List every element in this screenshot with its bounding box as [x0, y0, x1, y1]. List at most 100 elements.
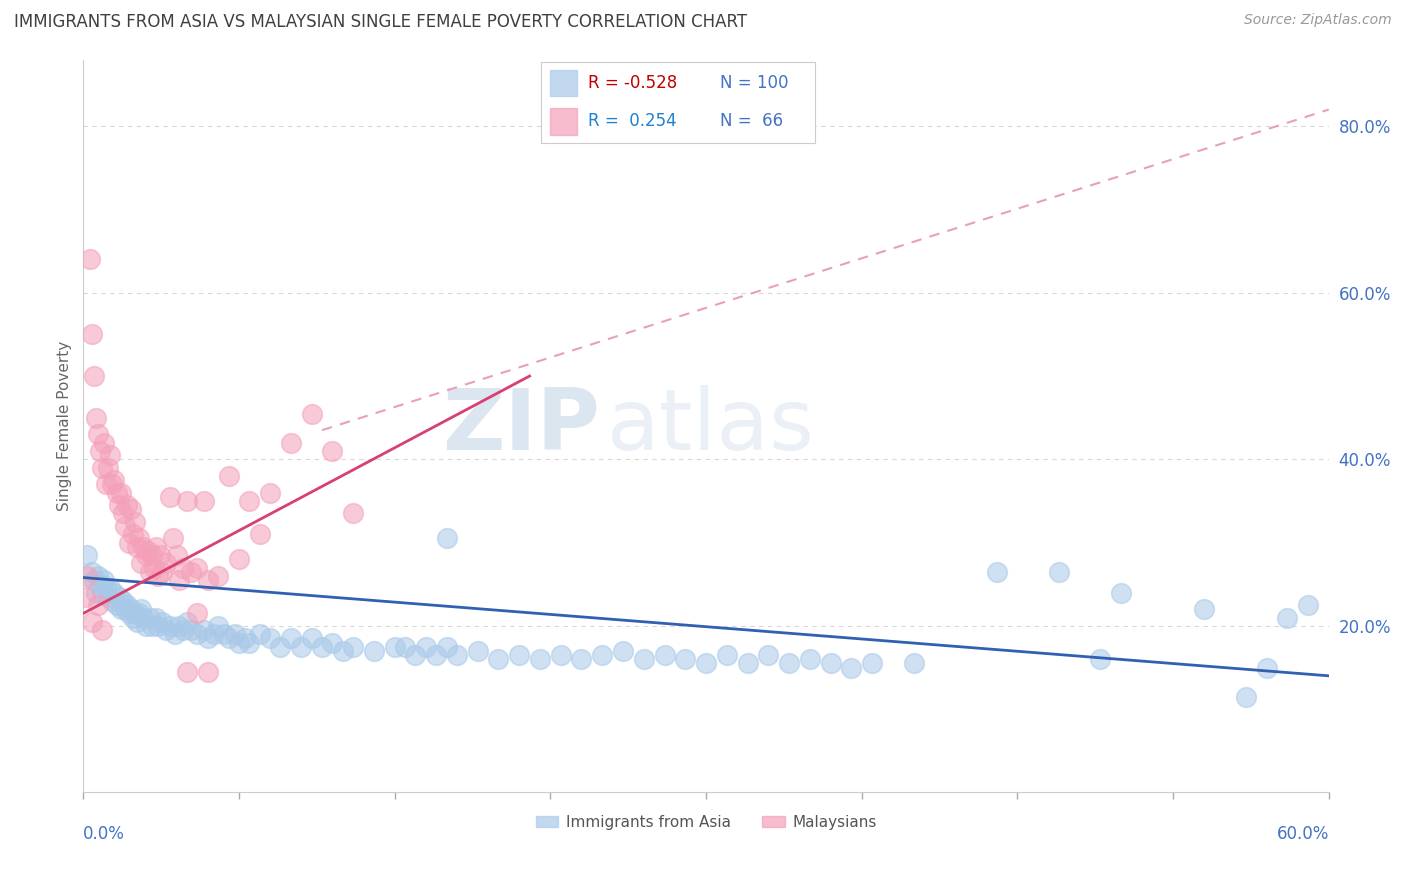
- Point: [94, 582, 117, 596]
- Point: [321, 635, 343, 649]
- Point: [132, 610, 155, 624]
- Y-axis label: Single Female Poverty: Single Female Poverty: [58, 341, 72, 511]
- Text: 0.0%: 0.0%: [83, 825, 125, 844]
- Point: [159, 490, 181, 504]
- Point: [695, 657, 717, 671]
- Point: [571, 652, 593, 666]
- Point: [384, 640, 406, 654]
- Point: [131, 602, 153, 616]
- Point: [115, 498, 138, 512]
- Point: [101, 477, 124, 491]
- Point: [114, 519, 136, 533]
- Point: [124, 515, 146, 529]
- Point: [105, 598, 128, 612]
- Point: [311, 640, 333, 654]
- Point: [84, 410, 107, 425]
- Text: Source: ZipAtlas.com: Source: ZipAtlas.com: [1244, 13, 1392, 28]
- Point: [301, 407, 323, 421]
- Point: [159, 619, 181, 633]
- Point: [197, 665, 219, 679]
- Point: [176, 494, 198, 508]
- Point: [107, 498, 129, 512]
- Point: [673, 652, 696, 666]
- Point: [155, 557, 177, 571]
- Point: [218, 469, 240, 483]
- Point: [224, 627, 246, 641]
- Point: [249, 527, 271, 541]
- Point: [446, 648, 468, 662]
- Point: [259, 632, 281, 646]
- Point: [737, 657, 759, 671]
- Point: [128, 532, 150, 546]
- Point: [118, 607, 141, 621]
- Point: [436, 532, 458, 546]
- Point: [167, 573, 190, 587]
- Point: [172, 560, 194, 574]
- Point: [110, 485, 132, 500]
- Point: [259, 485, 281, 500]
- Point: [193, 494, 215, 508]
- Point: [301, 632, 323, 646]
- Point: [93, 573, 115, 587]
- Point: [176, 615, 198, 629]
- Point: [80, 565, 103, 579]
- Point: [269, 640, 291, 654]
- Point: [176, 665, 198, 679]
- Point: [145, 610, 167, 624]
- Point: [436, 640, 458, 654]
- Point: [155, 623, 177, 637]
- Point: [89, 577, 111, 591]
- Point: [76, 548, 98, 562]
- Point: [105, 485, 128, 500]
- Point: [633, 652, 655, 666]
- Point: [207, 569, 229, 583]
- Point: [91, 585, 114, 599]
- Point: [612, 644, 634, 658]
- Text: R =  0.254: R = 0.254: [588, 112, 676, 130]
- Point: [124, 607, 146, 621]
- Point: [197, 632, 219, 646]
- Bar: [550, 70, 576, 96]
- Point: [986, 565, 1008, 579]
- Point: [290, 640, 312, 654]
- Point: [394, 640, 416, 654]
- Point: [111, 594, 134, 608]
- Point: [80, 327, 103, 342]
- Point: [756, 648, 779, 662]
- Point: [83, 573, 105, 587]
- Point: [162, 532, 184, 546]
- Point: [342, 507, 364, 521]
- Point: [115, 598, 138, 612]
- Point: [141, 619, 163, 633]
- Point: [98, 448, 121, 462]
- Point: [122, 610, 145, 624]
- Point: [91, 623, 114, 637]
- Point: [84, 585, 107, 599]
- Point: [80, 615, 103, 629]
- Text: N =  66: N = 66: [720, 112, 783, 130]
- Point: [79, 252, 101, 267]
- Point: [342, 640, 364, 654]
- Point: [238, 494, 260, 508]
- Point: [1296, 598, 1319, 612]
- Text: N = 100: N = 100: [720, 74, 787, 92]
- Point: [488, 652, 510, 666]
- Point: [97, 460, 120, 475]
- Point: [132, 540, 155, 554]
- Point: [415, 640, 437, 654]
- Point: [107, 590, 129, 604]
- Point: [98, 582, 121, 596]
- Point: [110, 602, 132, 616]
- Point: [799, 652, 821, 666]
- Point: [135, 548, 157, 562]
- Point: [136, 544, 159, 558]
- Point: [180, 565, 202, 579]
- Bar: [550, 108, 576, 135]
- Point: [122, 527, 145, 541]
- Point: [91, 460, 114, 475]
- Point: [591, 648, 613, 662]
- Point: [103, 585, 125, 599]
- Point: [149, 548, 172, 562]
- Point: [1047, 565, 1070, 579]
- Point: [138, 565, 160, 579]
